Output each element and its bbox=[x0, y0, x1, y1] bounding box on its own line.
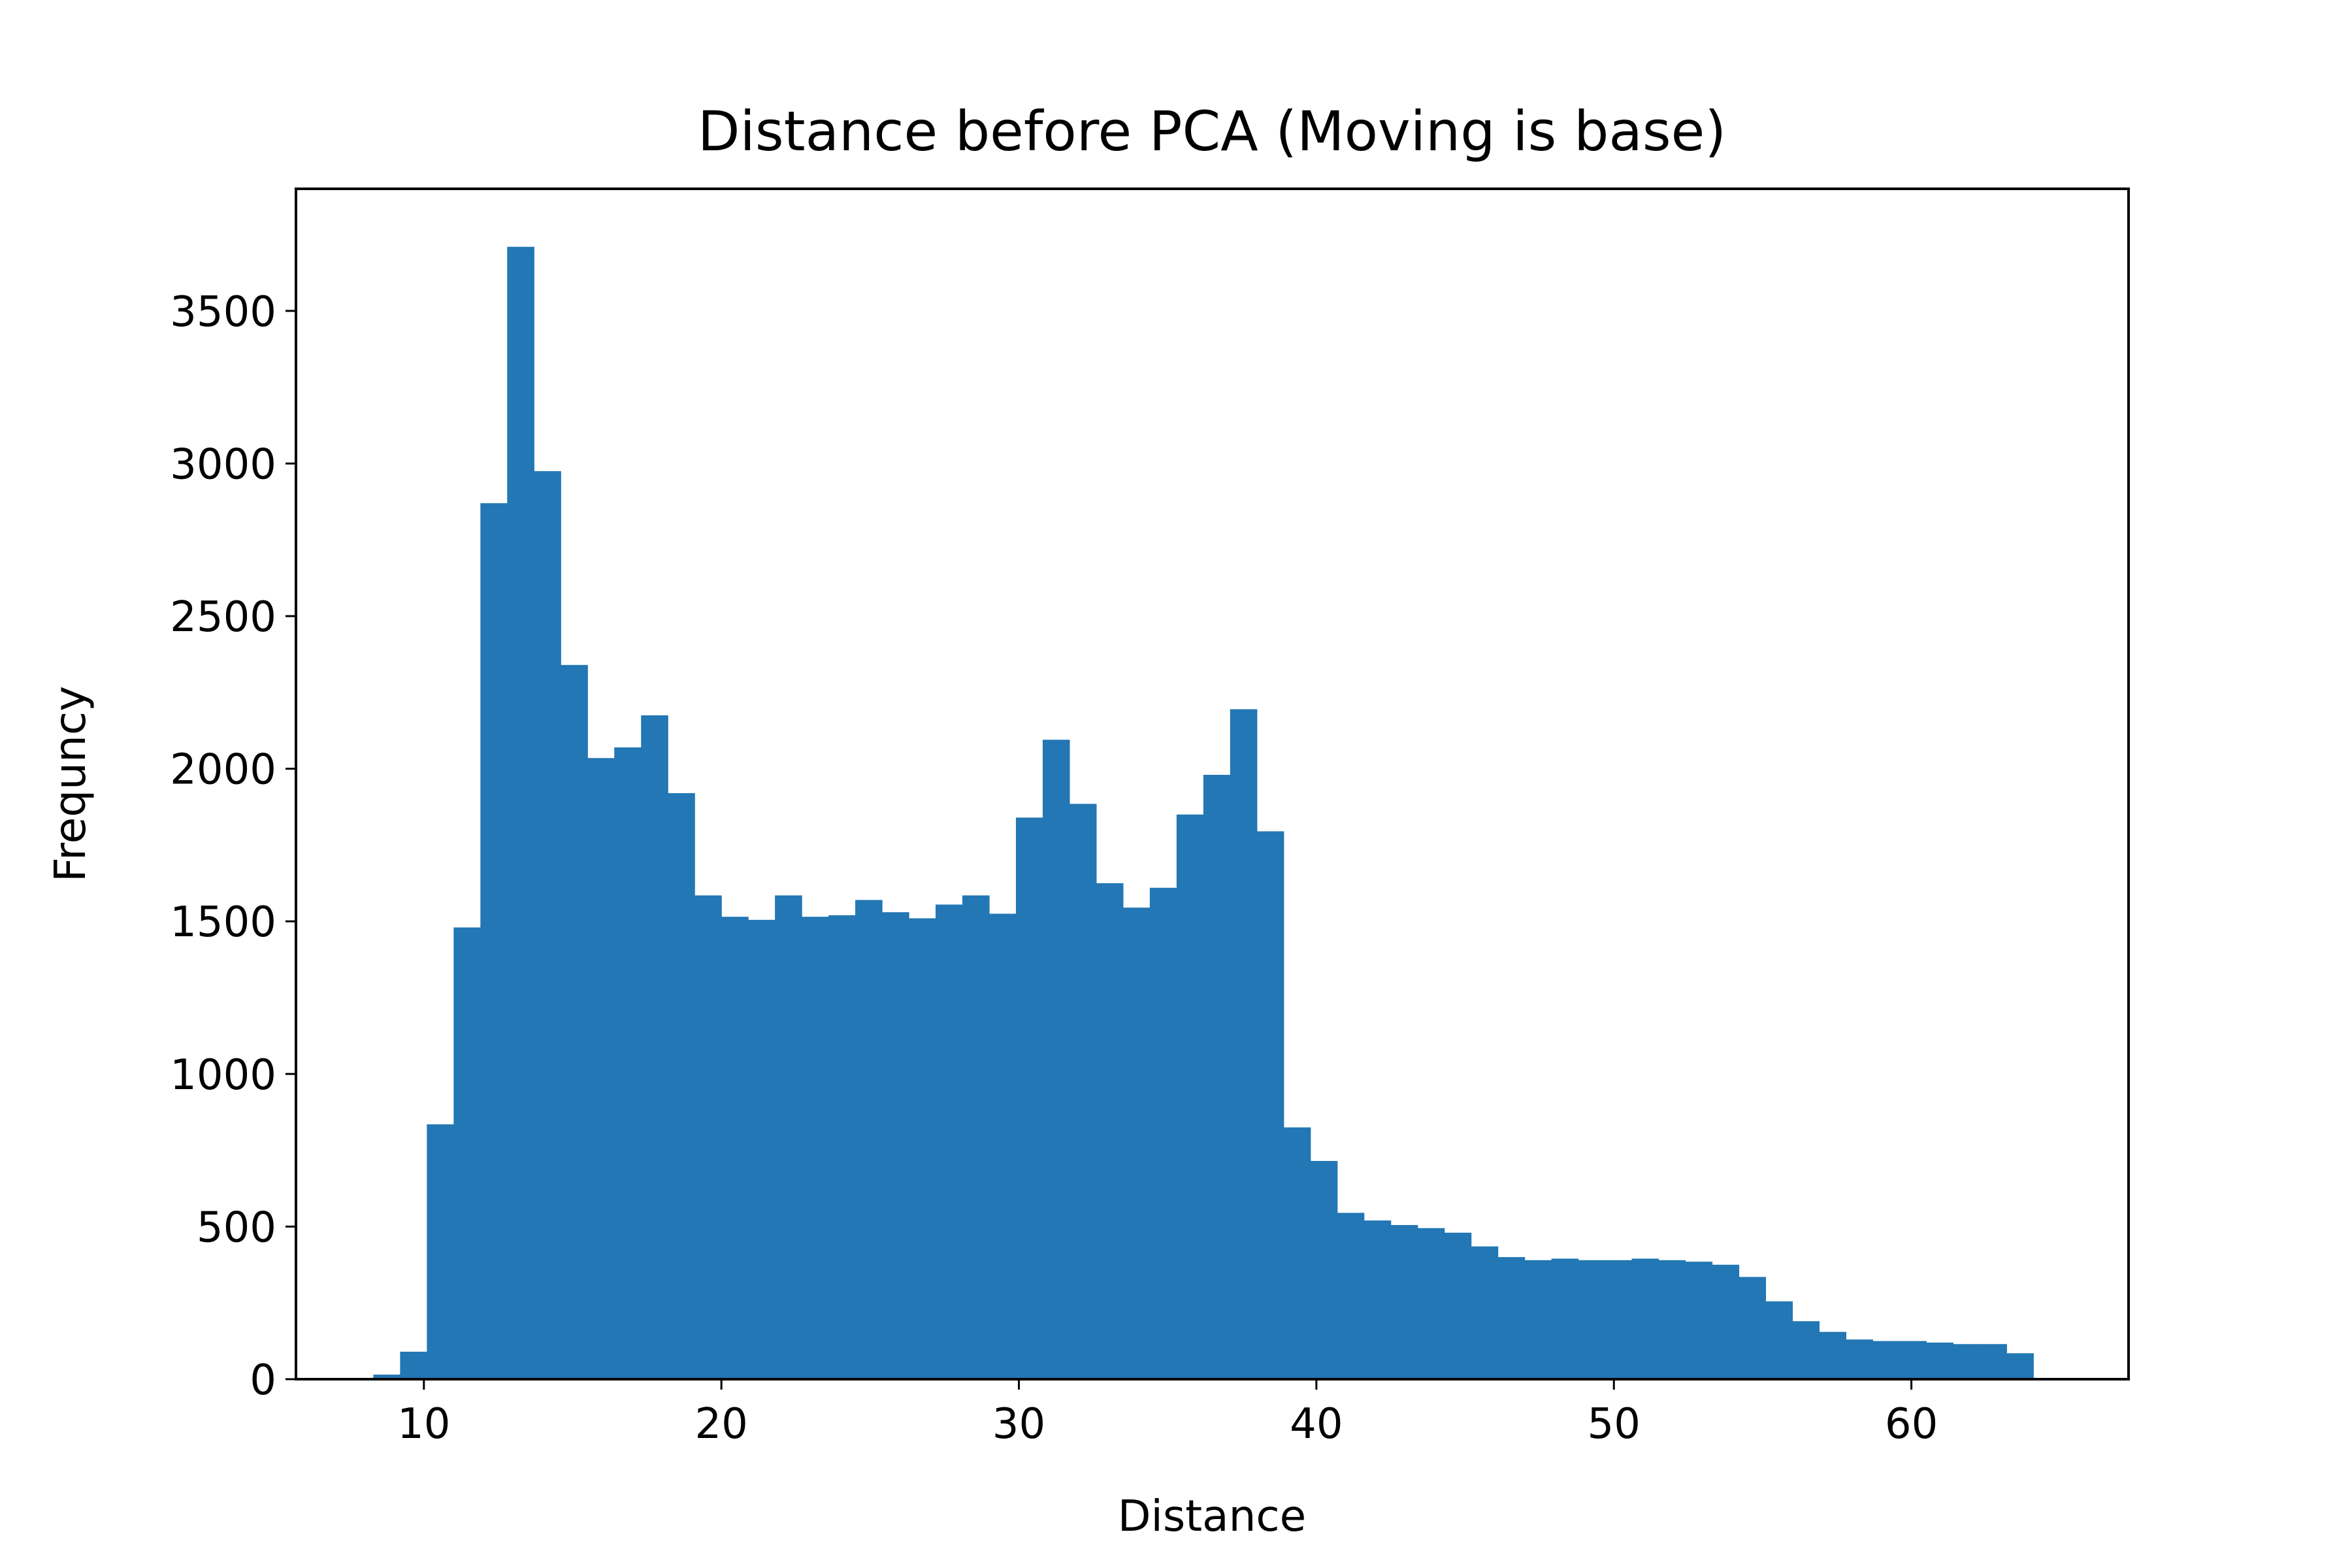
x-tick-label: 30 bbox=[992, 1400, 1045, 1448]
x-tick-label: 50 bbox=[1588, 1400, 1641, 1448]
histogram-bar bbox=[1872, 1341, 1900, 1379]
y-tick-label: 1500 bbox=[170, 898, 276, 947]
histogram-bar bbox=[909, 918, 936, 1379]
y-axis-title: Frequncy bbox=[45, 686, 95, 882]
histogram-bar bbox=[988, 913, 1017, 1379]
histogram-bar bbox=[507, 246, 534, 1379]
histogram-bar bbox=[694, 895, 722, 1379]
histogram-bar bbox=[1310, 1160, 1338, 1379]
histogram-bar bbox=[1712, 1264, 1740, 1379]
bars-layer bbox=[373, 246, 2034, 1380]
histogram-bar bbox=[1792, 1321, 1820, 1379]
histogram-bar bbox=[855, 900, 883, 1379]
y-tick-label: 2500 bbox=[170, 593, 276, 642]
histogram-bar bbox=[936, 904, 963, 1379]
histogram-bar bbox=[373, 1374, 400, 1379]
y-tick-label: 500 bbox=[197, 1203, 276, 1252]
histogram-bar bbox=[1256, 831, 1284, 1379]
histogram-bar bbox=[561, 664, 588, 1379]
histogram-bar bbox=[1953, 1344, 1980, 1379]
histogram-bar bbox=[1739, 1277, 1767, 1379]
histogram-bar bbox=[721, 917, 749, 1379]
histogram-bar bbox=[1096, 883, 1124, 1379]
histogram-bar bbox=[1631, 1258, 1659, 1379]
histogram-bar bbox=[1203, 774, 1231, 1379]
histogram-bar bbox=[480, 503, 508, 1380]
histogram-bar bbox=[614, 747, 642, 1379]
histogram-bar bbox=[828, 915, 856, 1379]
histogram-bar bbox=[1685, 1262, 1713, 1379]
histogram-bar bbox=[1899, 1341, 1927, 1379]
histogram-bar bbox=[1497, 1257, 1526, 1379]
y-tick-label: 3000 bbox=[170, 440, 276, 489]
histogram-bar bbox=[1444, 1232, 1472, 1379]
histogram-bar bbox=[1364, 1220, 1392, 1379]
y-tick-label: 2000 bbox=[170, 746, 276, 794]
histogram-bar bbox=[1765, 1301, 1793, 1379]
y-tick-label: 0 bbox=[250, 1356, 276, 1405]
histogram-bar bbox=[534, 471, 561, 1379]
histogram-bar bbox=[641, 715, 668, 1379]
chart-title: Distance before PCA (Moving is base) bbox=[698, 99, 1726, 163]
histogram-bar bbox=[1122, 907, 1151, 1379]
histogram-bar bbox=[882, 912, 909, 1379]
plot-area-frame bbox=[295, 188, 2130, 1380]
y-tick-label: 3500 bbox=[170, 288, 276, 336]
histogram-bar bbox=[1069, 804, 1097, 1379]
histogram-bar bbox=[1658, 1260, 1686, 1379]
x-tick-label: 40 bbox=[1290, 1400, 1343, 1448]
histogram-bar bbox=[1390, 1225, 1418, 1379]
histogram-bar bbox=[1819, 1331, 1847, 1379]
y-tick-label: 1000 bbox=[170, 1051, 276, 1100]
histogram-bar bbox=[1176, 814, 1204, 1379]
histogram-bar bbox=[1230, 709, 1258, 1379]
histogram-bar bbox=[1578, 1260, 1606, 1379]
histogram-bar bbox=[668, 793, 695, 1379]
x-tick-label: 60 bbox=[1885, 1400, 1938, 1448]
histogram-bar bbox=[1926, 1342, 1953, 1379]
histogram-bar bbox=[1337, 1213, 1365, 1379]
histogram-bar bbox=[427, 1124, 454, 1379]
histogram-bar bbox=[1551, 1258, 1579, 1379]
histogram-bar bbox=[587, 758, 615, 1379]
histogram-bar bbox=[1283, 1127, 1311, 1379]
histogram-bar bbox=[802, 917, 829, 1379]
histogram-bar bbox=[1042, 740, 1070, 1379]
histogram-bar bbox=[1149, 887, 1177, 1379]
histogram-bar bbox=[1846, 1339, 1873, 1379]
histogram-bar bbox=[962, 895, 990, 1379]
x-axis-title: Distance bbox=[1118, 1491, 1307, 1541]
histogram-bar bbox=[1980, 1344, 2007, 1379]
histogram-bar bbox=[1524, 1260, 1552, 1379]
histogram-bar bbox=[775, 895, 802, 1379]
ticks-layer: 10 20 30 40 50 60 0 500 1000 1500 2000 2500 3000 3500 bbox=[170, 288, 1938, 1448]
x-tick-label: 10 bbox=[397, 1400, 450, 1448]
histogram-bar bbox=[453, 927, 481, 1379]
histogram-bar bbox=[1015, 817, 1043, 1379]
x-tick-label: 20 bbox=[694, 1400, 747, 1448]
histogram-bar bbox=[1605, 1260, 1633, 1379]
histogram-bar bbox=[2006, 1353, 2034, 1379]
histogram-bar bbox=[748, 919, 776, 1379]
histogram-bar bbox=[400, 1351, 427, 1379]
histogram-bar bbox=[1417, 1228, 1445, 1379]
histogram-bar bbox=[1471, 1246, 1499, 1379]
